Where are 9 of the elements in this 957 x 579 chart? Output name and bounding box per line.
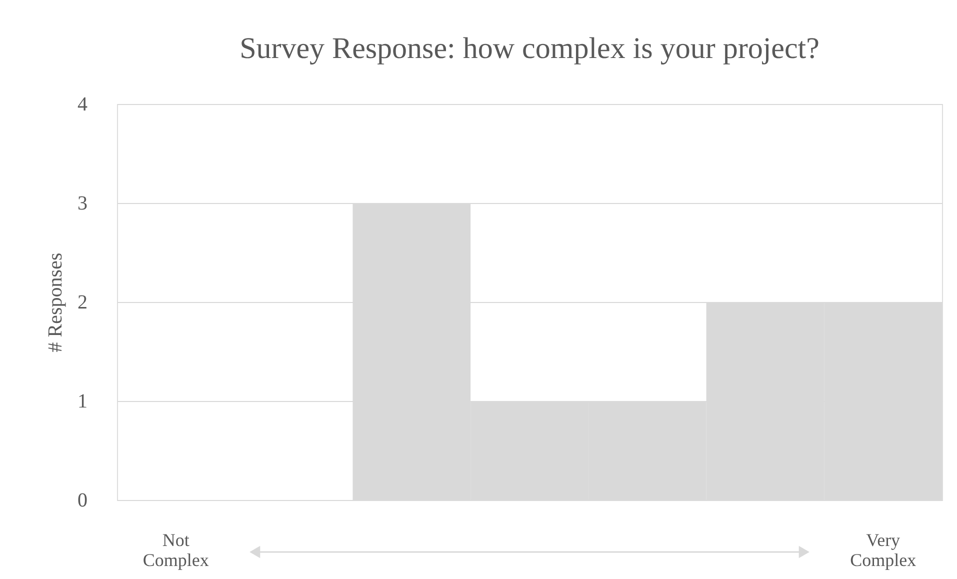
y-tick-label: 3 xyxy=(78,192,88,214)
y-tick-label: 4 xyxy=(78,94,88,116)
text: Very Complex xyxy=(850,530,916,570)
chart-title: Survey Response: how complex is your project? xyxy=(240,32,820,65)
y-tick-label: 1 xyxy=(78,390,88,412)
text: Not Complex xyxy=(142,530,209,570)
y-tick-label: 2 xyxy=(78,292,88,314)
y-tick-label: 0 xyxy=(78,490,88,512)
y-axis-title: # Responses xyxy=(44,252,66,352)
